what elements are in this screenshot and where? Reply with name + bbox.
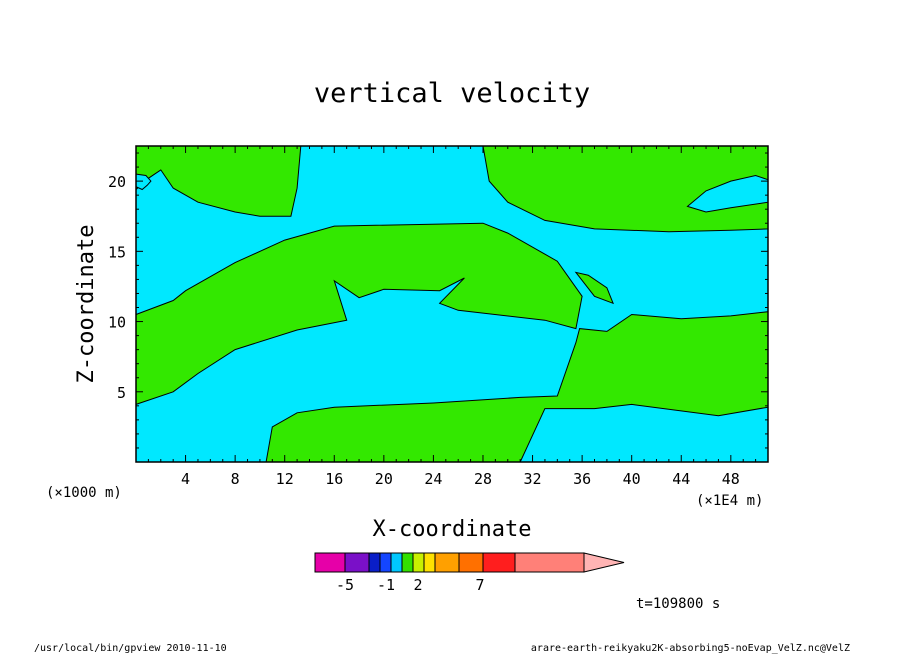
y-tick-label: 5	[117, 384, 126, 402]
plot-frame	[135, 145, 769, 463]
y-tick-label: 20	[108, 173, 126, 191]
y-tick-label: 10	[108, 314, 126, 332]
x-tick-label: 24	[424, 470, 442, 488]
colorbar-tick-label: -1	[377, 576, 395, 594]
y-axis: 5 10 15 20	[108, 152, 768, 449]
footer-left: /usr/local/bin/gpview 2010-11-10	[34, 643, 227, 654]
colorbar-tick-label: 7	[475, 576, 484, 594]
x-unit-label: (×1E4 m)	[696, 493, 763, 509]
colorbar-box	[390, 552, 403, 573]
contour-region-6	[574, 271, 614, 305]
time-label: t=109800 s	[636, 596, 720, 612]
x-tick-label: 36	[573, 470, 591, 488]
contour-region-1	[265, 311, 769, 463]
x-axis-title: X-coordinate	[373, 517, 532, 542]
y-tick-label: 15	[108, 243, 126, 261]
x-tick-label: 40	[623, 470, 641, 488]
colorbar-box	[314, 552, 346, 573]
colorbar-arrow	[583, 552, 625, 573]
colorbar-box	[514, 552, 585, 573]
colorbar-box	[379, 552, 392, 573]
colorbar-tick-label: 2	[413, 576, 422, 594]
x-axis: 4 8 12 16 20 24 28 32 36 40 44 48	[147, 146, 757, 488]
colorbar-tick-label: -5	[336, 576, 354, 594]
colorbar: -5 -1 2 7	[314, 552, 625, 594]
x-tick-label: 16	[325, 470, 343, 488]
x-tick-label: 20	[375, 470, 393, 488]
colorbar-box	[434, 552, 460, 573]
colorbar-box	[482, 552, 516, 573]
x-tick-label: 8	[231, 470, 240, 488]
x-tick-label: 44	[672, 470, 690, 488]
x-tick-label: 4	[181, 470, 190, 488]
colorbar-box	[458, 552, 484, 573]
chart-title: vertical velocity	[314, 78, 590, 109]
y-axis-title: Z-coordinate	[74, 225, 99, 384]
x-tick-label: 32	[524, 470, 542, 488]
contour-region-0	[135, 222, 583, 406]
colorbar-box	[423, 552, 436, 573]
colorbar-box	[412, 552, 425, 573]
footer-right: arare-earth-reikyaku2K-absorbing5-noEvap…	[531, 643, 850, 654]
y-unit-label: (×1000 m)	[46, 485, 122, 501]
x-tick-label: 48	[722, 470, 740, 488]
colorbar-box	[344, 552, 370, 573]
colorbar-box	[368, 552, 381, 573]
x-tick-label: 12	[276, 470, 294, 488]
x-tick-label: 28	[474, 470, 492, 488]
colorbar-box	[401, 552, 414, 573]
plot-area	[135, 145, 769, 463]
